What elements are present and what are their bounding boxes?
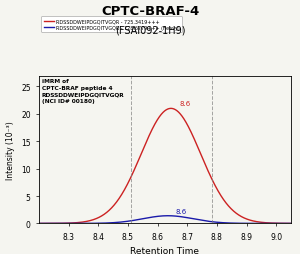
Text: (FSAI092-1H9): (FSAI092-1H9): [115, 25, 185, 35]
Text: 8.6: 8.6: [176, 208, 187, 214]
Legend: RDSSDDWEIPDGQITVGQR - 725.3419+++, RDSSDDWEIPDGQITVGQR - 728.6779+++ (heavy): RDSSDDWEIPDGQITVGQR - 725.3419+++, RDSSD…: [41, 17, 182, 33]
Y-axis label: Intensity (10⁻³): Intensity (10⁻³): [7, 121, 16, 179]
Text: iMRM of
CPTC-BRAF peptide 4
RDSSDDWEIPDGQITVGQR
(NCI ID# 00180): iMRM of CPTC-BRAF peptide 4 RDSSDDWEIPDG…: [41, 79, 124, 104]
X-axis label: Retention Time: Retention Time: [130, 246, 200, 254]
Text: 8.6: 8.6: [180, 100, 191, 106]
Text: CPTC-BRAF-4: CPTC-BRAF-4: [101, 5, 199, 18]
